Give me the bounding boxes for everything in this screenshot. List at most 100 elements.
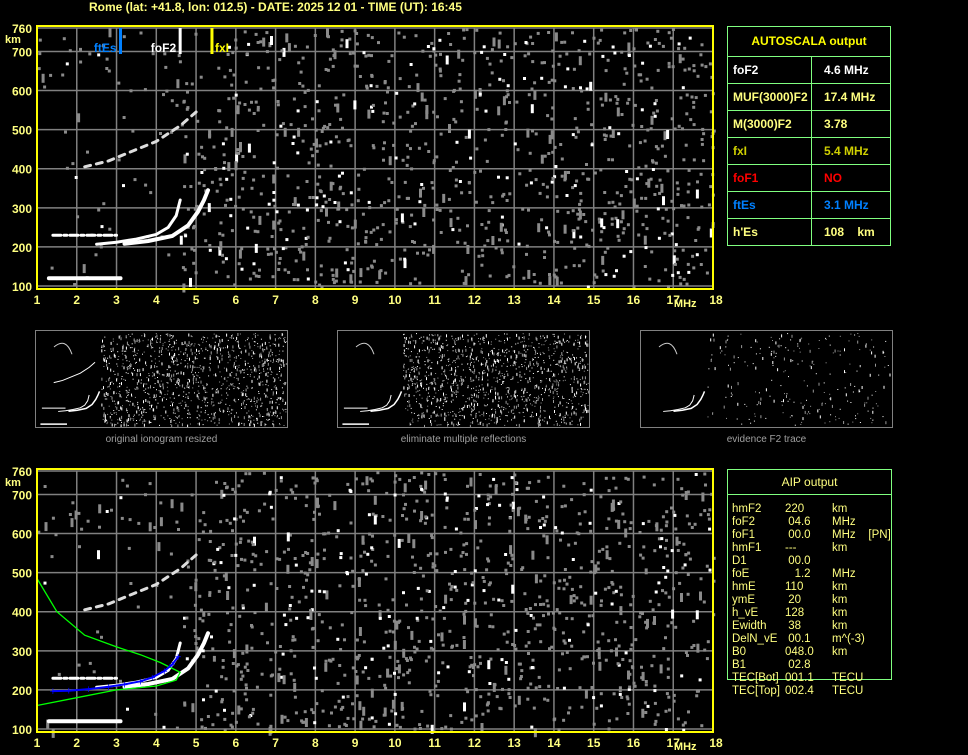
thumb-noise (129, 347, 131, 349)
noise-dot (223, 161, 226, 165)
thumb-noise (236, 368, 238, 372)
thumb-noise (538, 386, 540, 390)
thumb-noise (725, 346, 727, 348)
x-tick-label: 11 (428, 736, 441, 750)
thumb-noise (101, 403, 103, 407)
noise-dot (626, 697, 630, 701)
noise-dot (254, 100, 258, 104)
noise-dot (349, 274, 353, 284)
thumb-noise (556, 342, 558, 344)
multiple-reflection-trace (83, 110, 198, 169)
noise-dot (266, 66, 270, 70)
thumb-noise (471, 411, 472, 413)
thumb-noise (166, 373, 168, 377)
thumb-noise (403, 352, 405, 354)
noise-dot (473, 89, 477, 99)
noise-dot (577, 512, 581, 516)
thumb-noise (582, 359, 584, 362)
noise-dot (353, 64, 357, 68)
thumb-noise (713, 338, 715, 342)
thumb-noise (412, 418, 414, 420)
thumb-noise (273, 412, 275, 414)
thumb-noise (542, 335, 544, 337)
thumb-noise (285, 401, 287, 405)
noise-dot (543, 574, 547, 578)
noise-dot (510, 56, 514, 60)
thumb-noise (221, 354, 223, 356)
noise-dot (284, 246, 288, 250)
noise-dot (228, 45, 231, 49)
thumb-noise (563, 367, 565, 371)
thumb-noise (503, 351, 505, 353)
thumb-noise (411, 369, 413, 371)
thumb-noise (512, 364, 514, 366)
thumb-noise (204, 387, 206, 389)
noise-dot (592, 281, 596, 285)
noise-dot (214, 270, 218, 274)
thumb-noise (274, 334, 276, 336)
noise-dot (647, 519, 651, 523)
noise-dot (224, 572, 228, 581)
noise-dot (281, 652, 285, 656)
noise-dot (231, 529, 234, 533)
noise-dot (68, 49, 72, 53)
noise-dot (672, 699, 676, 703)
thumb-noise (242, 391, 244, 393)
noise-dot (314, 676, 318, 680)
thumb-noise (158, 380, 159, 384)
noise-dot (648, 44, 652, 48)
noise-dot (627, 687, 631, 691)
thumb-noise (116, 343, 118, 345)
thumb-noise (503, 409, 505, 411)
thumb-noise (164, 394, 166, 396)
thumb-noise (413, 395, 415, 397)
noise-dot (644, 620, 648, 624)
noise-dot (301, 720, 305, 724)
noise-dot (316, 497, 319, 507)
noise-dot (506, 84, 510, 88)
thumb-noise (271, 354, 273, 356)
noise-dot (202, 212, 206, 216)
noise-dot (189, 277, 192, 287)
thumb-noise (455, 338, 457, 340)
thumb-noise (262, 365, 264, 367)
thumb-noise (276, 373, 278, 375)
noise-dot (671, 65, 675, 69)
noise-dot (663, 231, 667, 235)
noise-dot (565, 616, 569, 620)
noise-dot (319, 190, 323, 194)
noise-dot (481, 254, 485, 258)
thumb-noise (518, 336, 520, 340)
thumb-noise (113, 383, 114, 385)
noise-dot (258, 215, 262, 225)
thumb-noise (113, 353, 115, 357)
thumb-noise (279, 423, 280, 424)
noise-dot (201, 530, 205, 534)
noise-dot (350, 280, 354, 284)
thumb-noise (170, 424, 172, 425)
thumb-noise (105, 419, 107, 421)
noise-dot (259, 87, 263, 91)
thumb-noise (263, 368, 264, 370)
noise-dot (570, 644, 574, 648)
noise-dot (492, 597, 496, 601)
noise-dot (599, 495, 603, 499)
noise-dot (221, 253, 224, 257)
noise-dot (559, 538, 562, 542)
thumb-noise (257, 346, 259, 348)
thumb-noise (146, 383, 148, 385)
noise-dot (453, 585, 457, 589)
noise-dot (425, 589, 429, 593)
noise-dot (201, 155, 204, 159)
thumb-noise (176, 380, 178, 384)
noise-dot (241, 604, 245, 608)
thumb-noise (845, 372, 847, 373)
noise-dot (224, 137, 228, 141)
noise-dot (685, 282, 689, 286)
thumb-noise (209, 344, 210, 346)
thumb-noise (273, 343, 275, 345)
thumb-noise (261, 421, 263, 423)
thumb-noise (468, 367, 470, 369)
thumb-noise (505, 415, 507, 416)
noise-dot (703, 509, 707, 513)
